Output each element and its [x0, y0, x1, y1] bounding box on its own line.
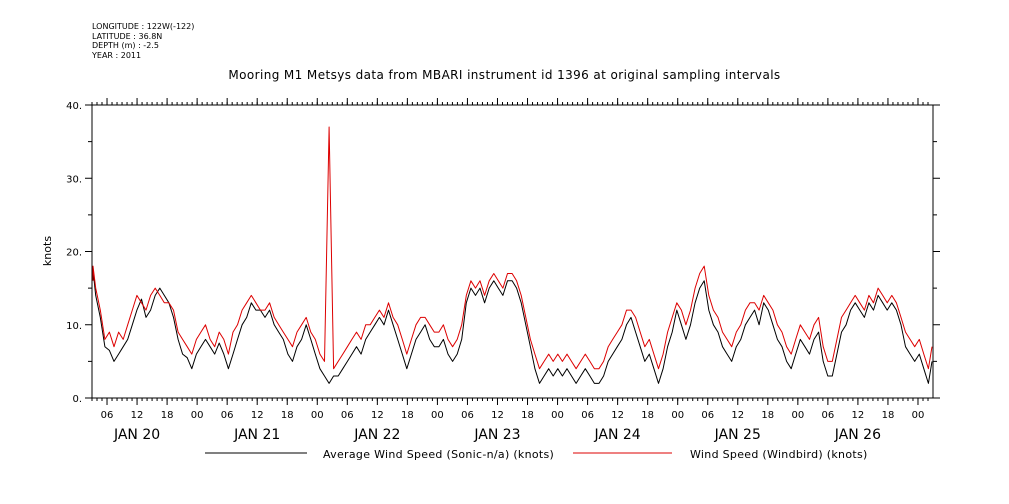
- metadata-block: LONGITUDE : 122W(-122) LATITUDE : 36.8N …: [92, 22, 194, 60]
- y-tick-label: 20.: [66, 248, 82, 259]
- x-hour-tick-label: 00: [311, 410, 324, 421]
- x-hour-tick-label: 18: [161, 410, 174, 421]
- x-axis-ticks: 06 12 18 00 06 12 18 00 06 12 18 00 06 12 18 00 06 12 18 00…: [91, 98, 929, 443]
- x-hour-tick-label: 06: [101, 410, 114, 421]
- y-tick-label: 30.: [66, 174, 82, 185]
- x-day-label: JAN 23: [473, 427, 520, 443]
- meta-year: YEAR : 2011: [92, 50, 142, 60]
- x-hour-tick-label: 12: [131, 410, 144, 421]
- x-hour-tick-label: 18: [882, 410, 895, 421]
- meta-latitude: LATITUDE : 36.8N: [92, 31, 163, 41]
- x-hour-tick-label: 12: [251, 410, 264, 421]
- x-day-label: JAN 21: [233, 427, 280, 443]
- x-hour-tick-label: 12: [611, 410, 624, 421]
- legend-label-windbird: Wind Speed (Windbird) (knots): [690, 448, 868, 461]
- x-hour-tick-label: 06: [581, 410, 594, 421]
- y-tick-label: 0.: [72, 394, 82, 405]
- legend: Average Wind Speed (Sonic-n/a) (knots) Wi…: [205, 448, 868, 461]
- plot-frame: [91, 104, 934, 399]
- x-hour-tick-label: 18: [761, 410, 774, 421]
- x-hour-tick-label: 00: [551, 410, 564, 421]
- x-hour-tick-label: 00: [191, 410, 204, 421]
- x-hour-tick-label: 00: [671, 410, 684, 421]
- x-hour-tick-label: 06: [822, 410, 835, 421]
- meta-longitude: LONGITUDE : 122W(-122): [92, 22, 195, 31]
- x-hour-tick-label: 18: [401, 410, 414, 421]
- x-hour-tick-label: 12: [371, 410, 384, 421]
- meta-depth: DEPTH (m) : -2.5: [92, 41, 159, 50]
- x-hour-tick-label: 18: [641, 410, 654, 421]
- x-hour-tick-label: 18: [281, 410, 294, 421]
- x-hour-tick-label: 00: [791, 410, 804, 421]
- x-hour-tick-label: 12: [731, 410, 744, 421]
- x-hour-tick-label: 06: [461, 410, 474, 421]
- x-hour-tick-label: 06: [221, 410, 234, 421]
- x-hour-tick-label: 18: [521, 410, 534, 421]
- chart-title: Mooring M1 Metsys data from MBARI instru…: [228, 68, 781, 82]
- x-hour-tick-label: 00: [912, 410, 925, 421]
- x-hour-tick-label: 12: [491, 410, 504, 421]
- x-day-label: JAN 26: [834, 427, 881, 443]
- series-layer: [92, 126, 933, 384]
- series-sonic-line: [92, 269, 933, 384]
- y-axis-title: knots: [41, 236, 54, 266]
- x-day-label: JAN 25: [714, 427, 761, 443]
- y-tick-label: 10.: [66, 321, 82, 332]
- series-windbird-line: [92, 126, 933, 370]
- x-day-label: JAN 20: [113, 427, 160, 443]
- legend-label-sonic: Average Wind Speed (Sonic-n/a) (knots): [323, 448, 554, 461]
- y-tick-label: 40.: [66, 101, 82, 112]
- y-axis-ticks: 0. 10. 20. 30. 40.: [66, 101, 940, 405]
- x-hour-tick-label: 12: [852, 410, 865, 421]
- x-hour-tick-label: 06: [701, 410, 714, 421]
- x-hour-tick-label: 00: [431, 410, 444, 421]
- x-day-label: JAN 22: [353, 427, 400, 443]
- x-day-label: JAN 24: [594, 427, 641, 443]
- x-hour-tick-label: 06: [341, 410, 354, 421]
